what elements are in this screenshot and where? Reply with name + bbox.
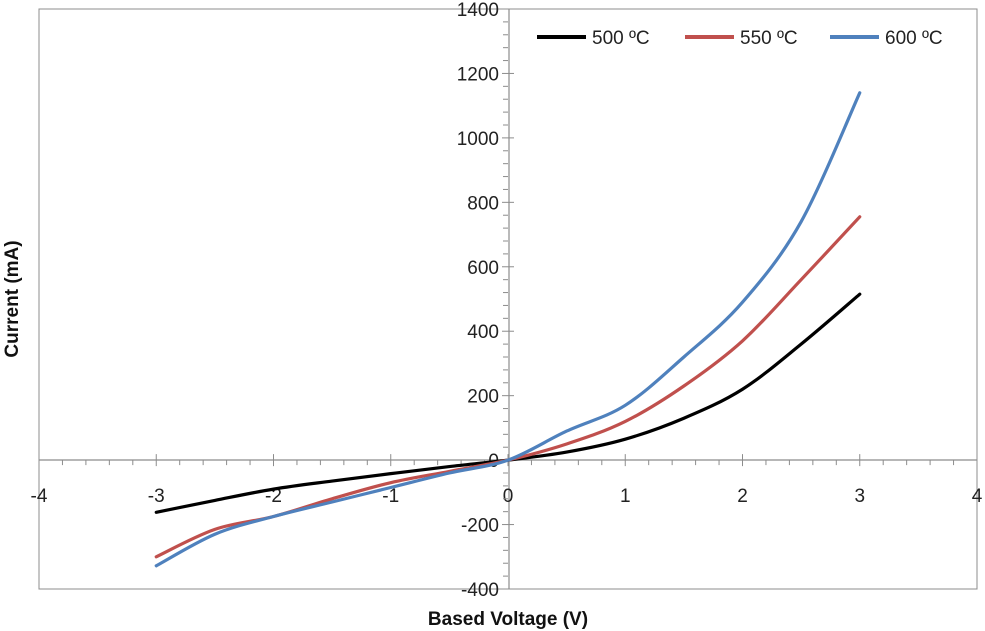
x-tick-label: -1 <box>382 486 399 507</box>
y-tick-label: 1400 <box>457 0 499 21</box>
legend-label-600: 600 ºC <box>885 28 943 49</box>
x-tick-label: 4 <box>972 486 983 507</box>
x-tick-group: -4 -3 -2 -1 0 1 2 3 4 <box>31 454 983 507</box>
x-tick-label: 3 <box>854 486 865 507</box>
x-axis-title: Based Voltage (V) <box>428 609 588 630</box>
legend-background <box>530 18 970 58</box>
x-tick-label: -3 <box>148 486 165 507</box>
y-tick-label: 600 <box>467 258 499 279</box>
y-axis-title: Current (mA) <box>2 240 23 357</box>
y-tick-label: 800 <box>467 193 499 214</box>
legend-label-500: 500 ºC <box>592 28 650 49</box>
legend: 500 ºC 550 ºC 600 ºC <box>530 18 970 58</box>
y-tick-label: 400 <box>467 322 499 343</box>
x-tick-label: -4 <box>31 486 48 507</box>
y-tick-label: 200 <box>467 387 499 408</box>
y-tick-label: 1200 <box>457 64 499 85</box>
x-tick-label: 2 <box>737 486 748 507</box>
y-tick-label: 1000 <box>457 129 499 150</box>
y-tick-label: -200 <box>461 516 499 537</box>
series-group <box>154 91 862 568</box>
legend-label-550: 550 ºC <box>740 28 798 49</box>
x-tick-label: 0 <box>503 486 514 507</box>
y-tick-label: -400 <box>461 580 499 601</box>
x-tick-label: 1 <box>620 486 631 507</box>
series-line-2 <box>154 91 862 568</box>
